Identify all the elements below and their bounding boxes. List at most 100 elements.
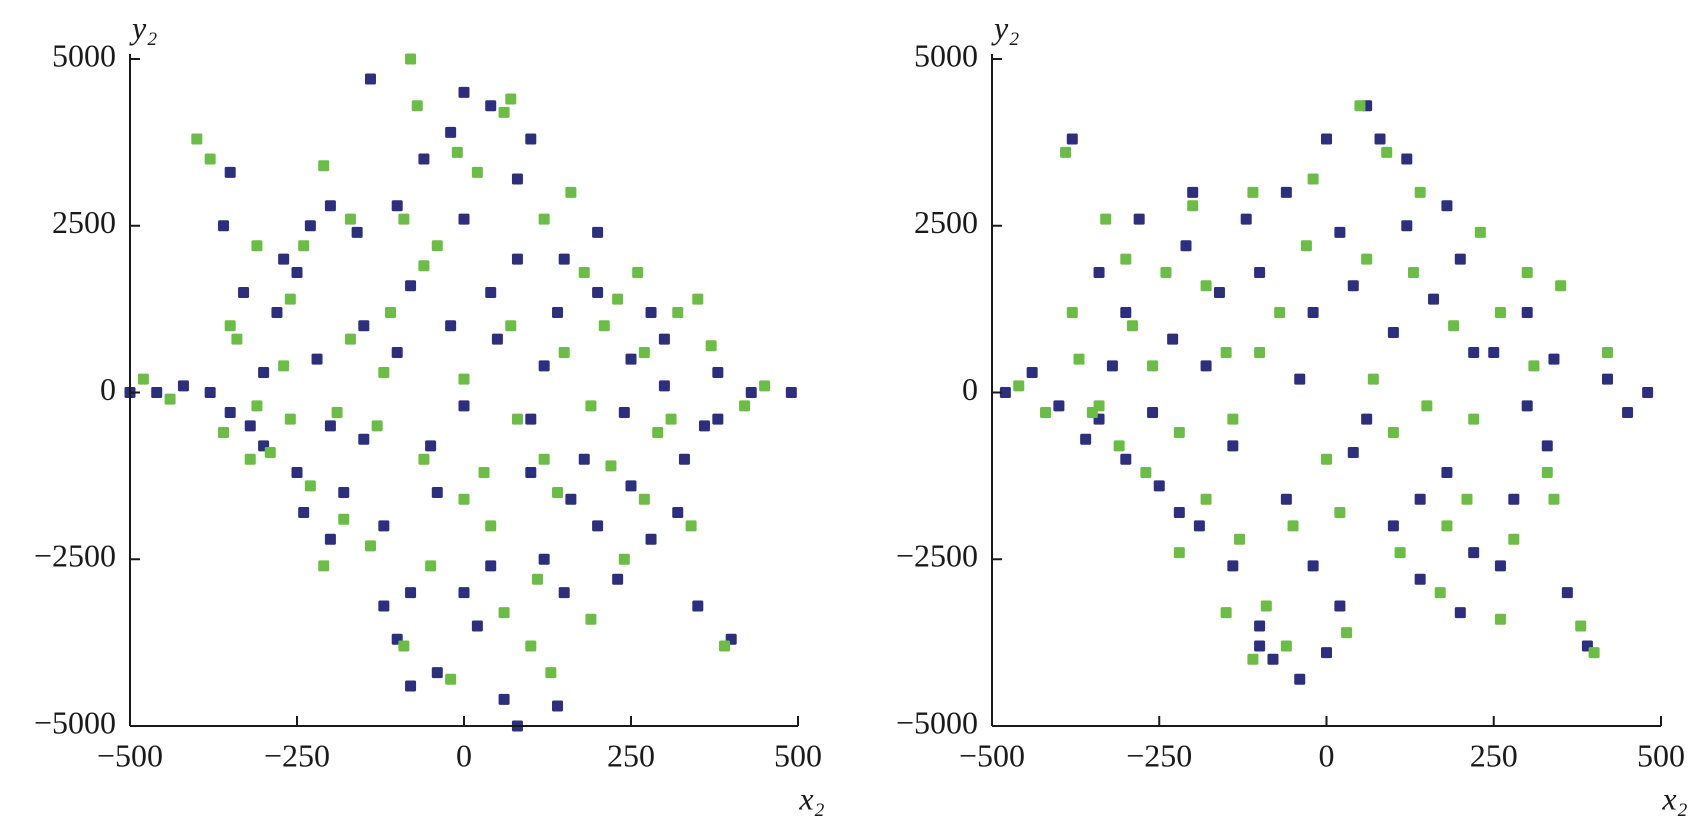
x-tick-label: −500 bbox=[959, 737, 1025, 773]
point bbox=[685, 520, 697, 532]
point bbox=[1280, 640, 1292, 652]
point bbox=[1468, 547, 1480, 559]
point bbox=[692, 293, 704, 305]
point bbox=[324, 533, 336, 545]
y-tick-label: −2500 bbox=[34, 538, 116, 574]
point bbox=[705, 340, 717, 352]
point bbox=[478, 467, 490, 479]
point bbox=[618, 407, 630, 419]
point bbox=[531, 573, 543, 585]
point bbox=[1601, 373, 1613, 385]
point bbox=[1334, 226, 1346, 238]
point bbox=[511, 253, 523, 265]
point bbox=[378, 366, 390, 378]
point bbox=[612, 293, 624, 305]
point bbox=[1468, 346, 1480, 358]
point bbox=[1060, 146, 1072, 158]
point bbox=[1240, 213, 1252, 225]
point bbox=[398, 640, 410, 652]
point bbox=[1541, 467, 1553, 479]
point bbox=[324, 200, 336, 212]
point bbox=[999, 387, 1011, 398]
point bbox=[238, 286, 250, 298]
point bbox=[411, 100, 423, 112]
point bbox=[1153, 480, 1165, 492]
point bbox=[458, 400, 470, 412]
point bbox=[485, 560, 497, 572]
point bbox=[1307, 306, 1319, 318]
point bbox=[471, 620, 483, 632]
point bbox=[625, 480, 637, 492]
point bbox=[1254, 640, 1266, 652]
point bbox=[371, 420, 383, 432]
point bbox=[1441, 520, 1453, 532]
point bbox=[658, 380, 670, 392]
x-tick-label: 0 bbox=[1319, 737, 1335, 773]
point bbox=[678, 453, 690, 465]
point bbox=[1474, 226, 1486, 238]
point bbox=[458, 587, 470, 599]
point bbox=[1220, 346, 1232, 358]
point bbox=[418, 260, 430, 272]
point bbox=[1347, 280, 1359, 292]
point bbox=[278, 253, 290, 265]
point bbox=[264, 447, 276, 459]
point bbox=[612, 573, 624, 585]
point bbox=[1454, 253, 1466, 265]
point bbox=[1254, 620, 1266, 632]
point bbox=[1321, 647, 1332, 659]
point bbox=[545, 667, 557, 679]
point bbox=[1334, 507, 1346, 519]
point bbox=[304, 480, 316, 492]
point bbox=[405, 280, 417, 292]
point bbox=[592, 226, 604, 238]
point bbox=[1140, 467, 1152, 479]
point bbox=[1494, 306, 1506, 318]
point bbox=[498, 607, 510, 619]
point bbox=[658, 333, 670, 345]
point bbox=[485, 520, 497, 532]
point bbox=[1247, 186, 1259, 198]
point bbox=[505, 320, 517, 332]
point bbox=[1541, 440, 1553, 452]
point bbox=[759, 380, 771, 392]
y-axis-label: y₂ bbox=[129, 9, 157, 45]
point bbox=[719, 640, 731, 652]
point bbox=[1428, 293, 1440, 305]
point bbox=[471, 166, 483, 178]
point bbox=[698, 420, 710, 432]
point bbox=[1173, 427, 1185, 439]
point bbox=[1414, 186, 1426, 198]
point bbox=[324, 420, 336, 432]
point bbox=[137, 373, 149, 385]
point bbox=[1414, 493, 1426, 505]
point bbox=[398, 213, 410, 225]
point bbox=[378, 520, 390, 532]
point bbox=[1508, 493, 1520, 505]
point bbox=[1187, 186, 1199, 198]
point bbox=[505, 93, 517, 105]
point bbox=[638, 493, 650, 505]
point bbox=[632, 266, 644, 278]
point bbox=[251, 400, 263, 412]
point bbox=[251, 240, 263, 252]
point bbox=[585, 400, 597, 412]
point bbox=[331, 407, 343, 419]
point bbox=[552, 306, 564, 318]
point bbox=[1267, 653, 1279, 665]
point bbox=[1407, 266, 1419, 278]
point bbox=[1227, 560, 1239, 572]
point bbox=[445, 126, 457, 138]
point bbox=[1488, 346, 1500, 358]
point bbox=[1548, 353, 1560, 365]
point bbox=[1280, 186, 1292, 198]
point bbox=[552, 487, 564, 499]
point bbox=[712, 413, 724, 425]
point bbox=[1561, 587, 1573, 599]
point bbox=[1387, 520, 1399, 532]
point bbox=[298, 507, 310, 519]
point bbox=[405, 587, 417, 599]
point bbox=[1454, 607, 1466, 619]
point bbox=[1200, 493, 1212, 505]
